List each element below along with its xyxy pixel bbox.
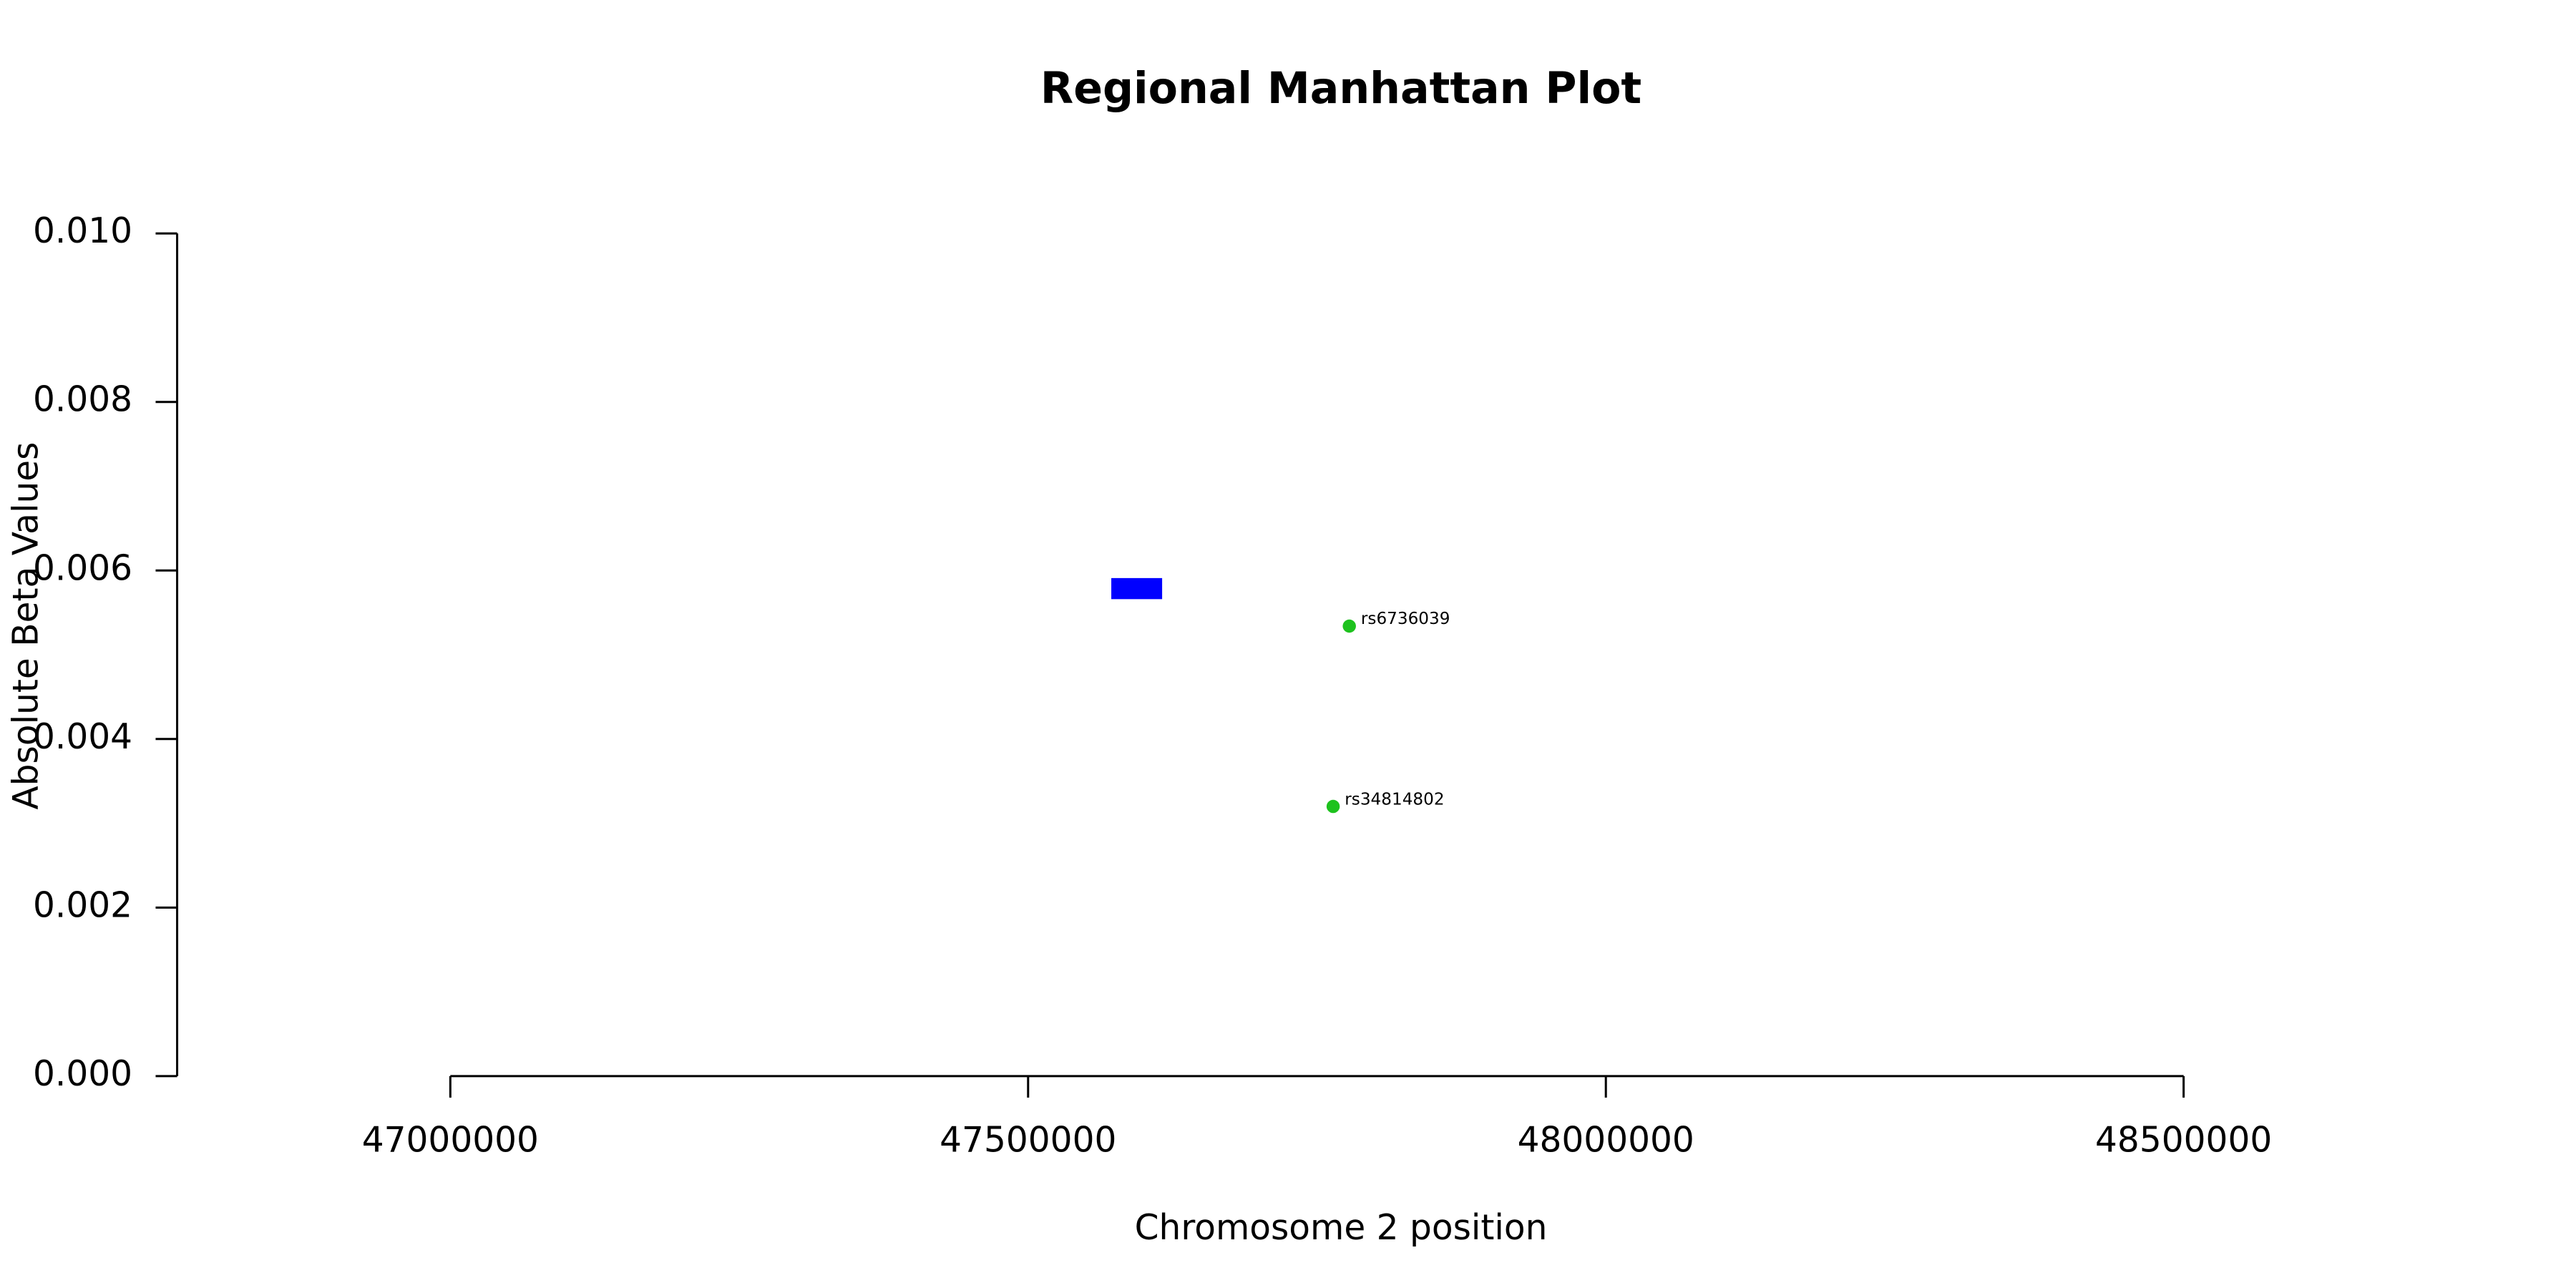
y-tick-label: 0.004 — [33, 717, 132, 757]
x-axis-label: Chromosome 2 position — [1135, 1208, 1548, 1248]
x-tick-label: 48000000 — [1518, 1120, 1694, 1160]
x-tick-label: 48500000 — [2095, 1120, 2272, 1160]
x-tick-label: 47000000 — [362, 1120, 539, 1160]
point — [1326, 799, 1340, 814]
point-label: rs34814802 — [1345, 790, 1444, 809]
y-axis-label: Absolute Beta Values — [6, 442, 46, 810]
y-tick-label: 0.006 — [33, 548, 132, 588]
y-tick-label: 0.008 — [33, 380, 132, 420]
point-label: rs6736039 — [1361, 610, 1450, 628]
y-tick-label: 0.000 — [33, 1054, 132, 1094]
y-tick-label: 0.002 — [33, 885, 132, 925]
x-tick-label: 47500000 — [940, 1120, 1116, 1160]
point — [1342, 619, 1356, 633]
region — [1111, 577, 1163, 600]
chart-title: Regional Manhattan Plot — [1040, 64, 1641, 114]
y-tick-label: 0.010 — [33, 211, 132, 251]
